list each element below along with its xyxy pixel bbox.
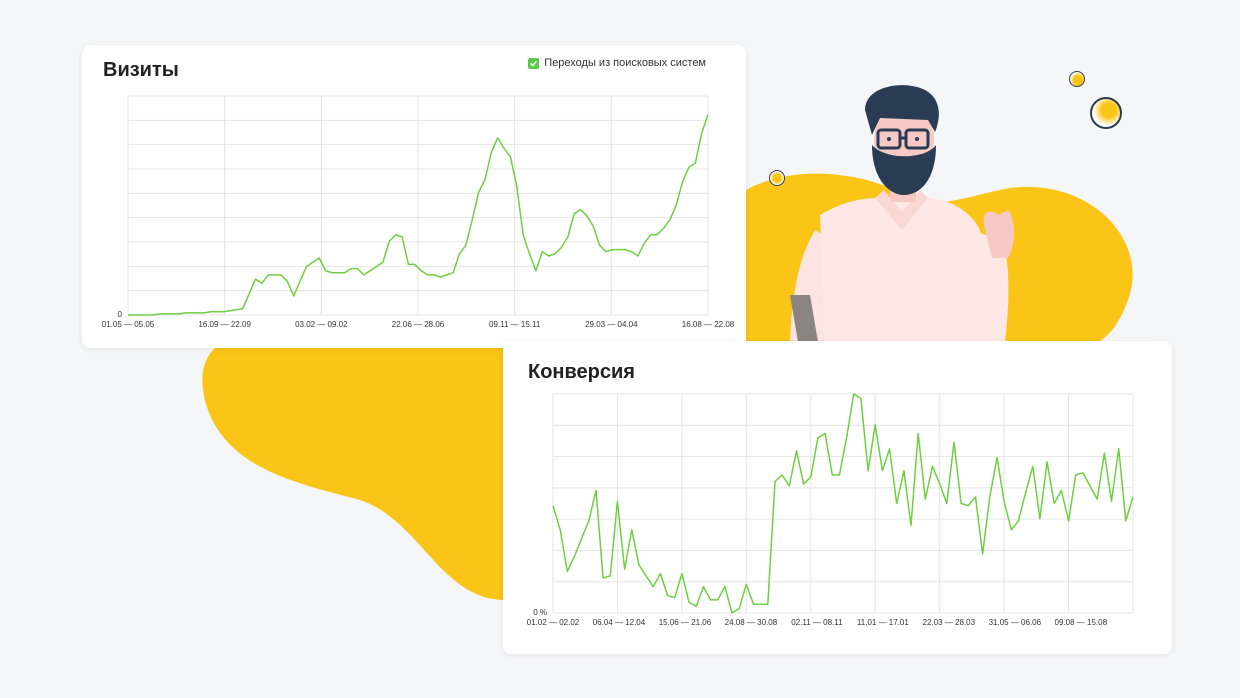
man-shirt (820, 198, 990, 342)
visits-x-tick-label: 16.08 — 22.08 (682, 320, 735, 329)
visits-chart: 001.05 — 05.05 16.09 — 22.09 03.02 — 09.02… (102, 95, 735, 329)
conversion-x-tick-label: 22.03 — 28.03 (923, 618, 976, 627)
man-left-forearm (790, 295, 818, 342)
conversion-x-tick-label: 09.08 — 15.08 (1055, 618, 1108, 627)
visits-title: Визиты (103, 59, 179, 81)
checkmark-icon (530, 60, 538, 67)
bubble-small (1069, 71, 1085, 87)
visits-card: Визиты Переходы из поисковых систем 0 01.… (82, 45, 746, 348)
visits-series-line (128, 114, 709, 316)
visits-x-tick-label: 03.02 — 09.02 (295, 320, 348, 329)
man-beard (872, 145, 936, 195)
bubble-tiny (769, 170, 785, 186)
man-hair (865, 85, 939, 135)
man-hand (983, 210, 1014, 258)
yellow-blob-bottom-left (202, 348, 504, 600)
conversion-x-tick-label: 15.06 — 21.06 (659, 618, 712, 627)
checkbox-checked-icon[interactable] (528, 57, 540, 69)
visits-x-tick-label: 01.05 — 05.05 (102, 320, 155, 329)
visits-legend-label: Переходы из поисковых систем (544, 57, 706, 69)
visits-y-tick-label: 0 (118, 310, 123, 319)
visits-x-tick-label: 16.09 — 22.09 (198, 320, 251, 329)
conversion-series-line (552, 393, 1134, 614)
visits-x-tick-label: 22.06 — 28.06 (392, 320, 445, 329)
visits-grid (127, 95, 709, 316)
visits-legend[interactable]: Переходы из поисковых систем (528, 57, 706, 69)
conversion-card: Конверсия 0 % 01.02 — 02.02 06.04 — 12.04 1… (503, 341, 1172, 654)
visits-x-tick-label: 29.03 — 04.04 (585, 320, 638, 329)
bubble-large (1090, 97, 1122, 129)
man-eye-right (915, 137, 919, 141)
visits-x-tick-label: 09.11 — 15.11 (489, 320, 541, 329)
man-illustration (790, 85, 1014, 342)
conversion-title: Конверсия (528, 361, 635, 383)
conversion-grid (552, 393, 1134, 614)
conversion-x-tick-label: 11.01 — 17.01 (857, 618, 909, 627)
conversion-x-tick-label: 06.04 — 12.04 (593, 618, 646, 627)
man-eye-left (887, 137, 891, 141)
conversion-y-tick-label: 0 % (533, 608, 547, 617)
conversion-x-tick-label: 31.05 — 06.06 (989, 618, 1042, 627)
conversion-x-tick-label: 24.08 — 30.08 (725, 618, 778, 627)
conversion-x-tick-label: 02.11 — 08.11 (791, 618, 843, 627)
conversion-chart: 0 %01.02 — 02.02 06.04 — 12.04 15.06 — 21.… (527, 393, 1134, 627)
conversion-x-tick-label: 01.02 — 02.02 (527, 618, 580, 627)
